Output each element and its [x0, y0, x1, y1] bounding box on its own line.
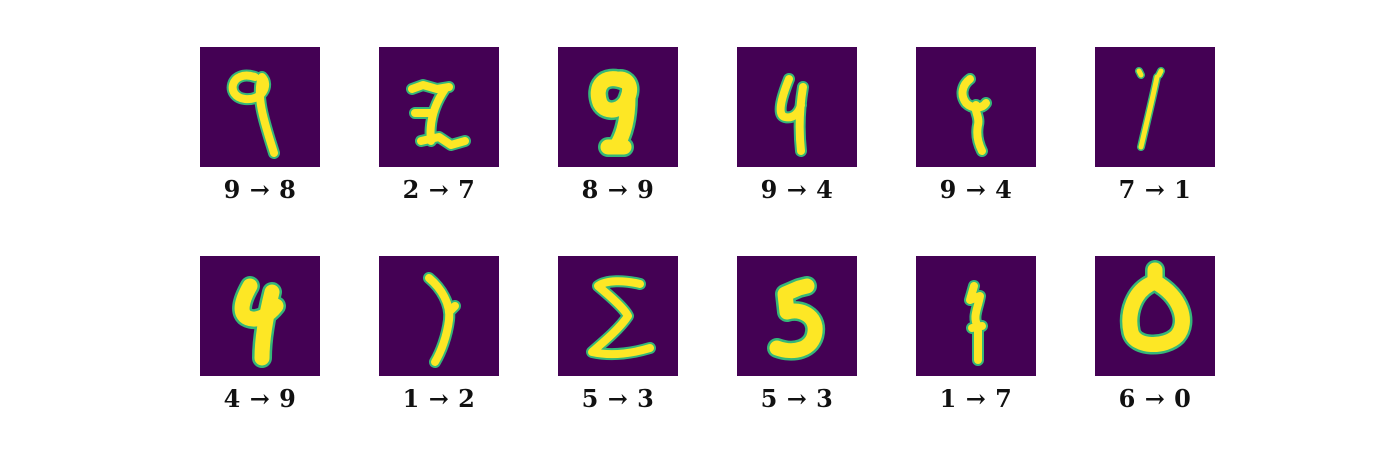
predicted-label: 0: [1174, 384, 1191, 413]
label: 5 → 3: [727, 384, 867, 413]
label: 9 → 4: [727, 175, 867, 204]
predicted-label: 8: [279, 175, 296, 204]
digit-image: [200, 47, 320, 167]
true-label: 5: [582, 384, 599, 413]
predicted-label: 9: [637, 175, 654, 204]
arrow-icon: →: [1145, 384, 1166, 413]
true-label: 9: [940, 175, 957, 204]
arrow-icon: →: [608, 384, 629, 413]
predicted-label: 2: [458, 384, 475, 413]
arrow-icon: →: [608, 175, 629, 204]
predicted-label: 3: [637, 384, 654, 413]
arrow-icon: →: [966, 175, 987, 204]
true-label: 4: [224, 384, 241, 413]
digit-image: [379, 47, 499, 167]
digit-image: [1095, 256, 1215, 376]
predicted-label: 1: [1174, 175, 1191, 204]
true-label: 9: [761, 175, 778, 204]
digit-image: [916, 256, 1036, 376]
arrow-icon: →: [250, 175, 271, 204]
digit-image: [558, 47, 678, 167]
label: 1 → 2: [369, 384, 509, 413]
arrow-icon: →: [966, 384, 987, 413]
label: 6 → 0: [1085, 384, 1225, 413]
label: 5 → 3: [548, 384, 688, 413]
predicted-label: 3: [816, 384, 833, 413]
digit-image: [1095, 47, 1215, 167]
digit-image: [558, 256, 678, 376]
digit-image: [379, 256, 499, 376]
label: 9 → 8: [190, 175, 330, 204]
true-label: 5: [761, 384, 778, 413]
label: 1 → 7: [906, 384, 1046, 413]
digit-image: [200, 256, 320, 376]
arrow-icon: →: [1145, 175, 1166, 204]
true-label: 2: [403, 175, 420, 204]
label: 7 → 1: [1085, 175, 1225, 204]
label: 4 → 9: [190, 384, 330, 413]
true-label: 7: [1119, 175, 1136, 204]
predicted-label: 4: [995, 175, 1012, 204]
digit-image: [916, 47, 1036, 167]
label: 8 → 9: [548, 175, 688, 204]
true-label: 6: [1119, 384, 1136, 413]
predicted-label: 7: [995, 384, 1012, 413]
predicted-label: 7: [458, 175, 475, 204]
true-label: 1: [940, 384, 957, 413]
predicted-label: 4: [816, 175, 833, 204]
digit-image: [737, 47, 857, 167]
true-label: 8: [582, 175, 599, 204]
label: 9 → 4: [906, 175, 1046, 204]
label: 2 → 7: [369, 175, 509, 204]
arrow-icon: →: [250, 384, 271, 413]
arrow-icon: →: [787, 384, 808, 413]
digit-image: [737, 256, 857, 376]
arrow-icon: →: [429, 175, 450, 204]
true-label: 9: [224, 175, 241, 204]
arrow-icon: →: [429, 384, 450, 413]
arrow-icon: →: [787, 175, 808, 204]
true-label: 1: [403, 384, 420, 413]
predicted-label: 9: [279, 384, 296, 413]
